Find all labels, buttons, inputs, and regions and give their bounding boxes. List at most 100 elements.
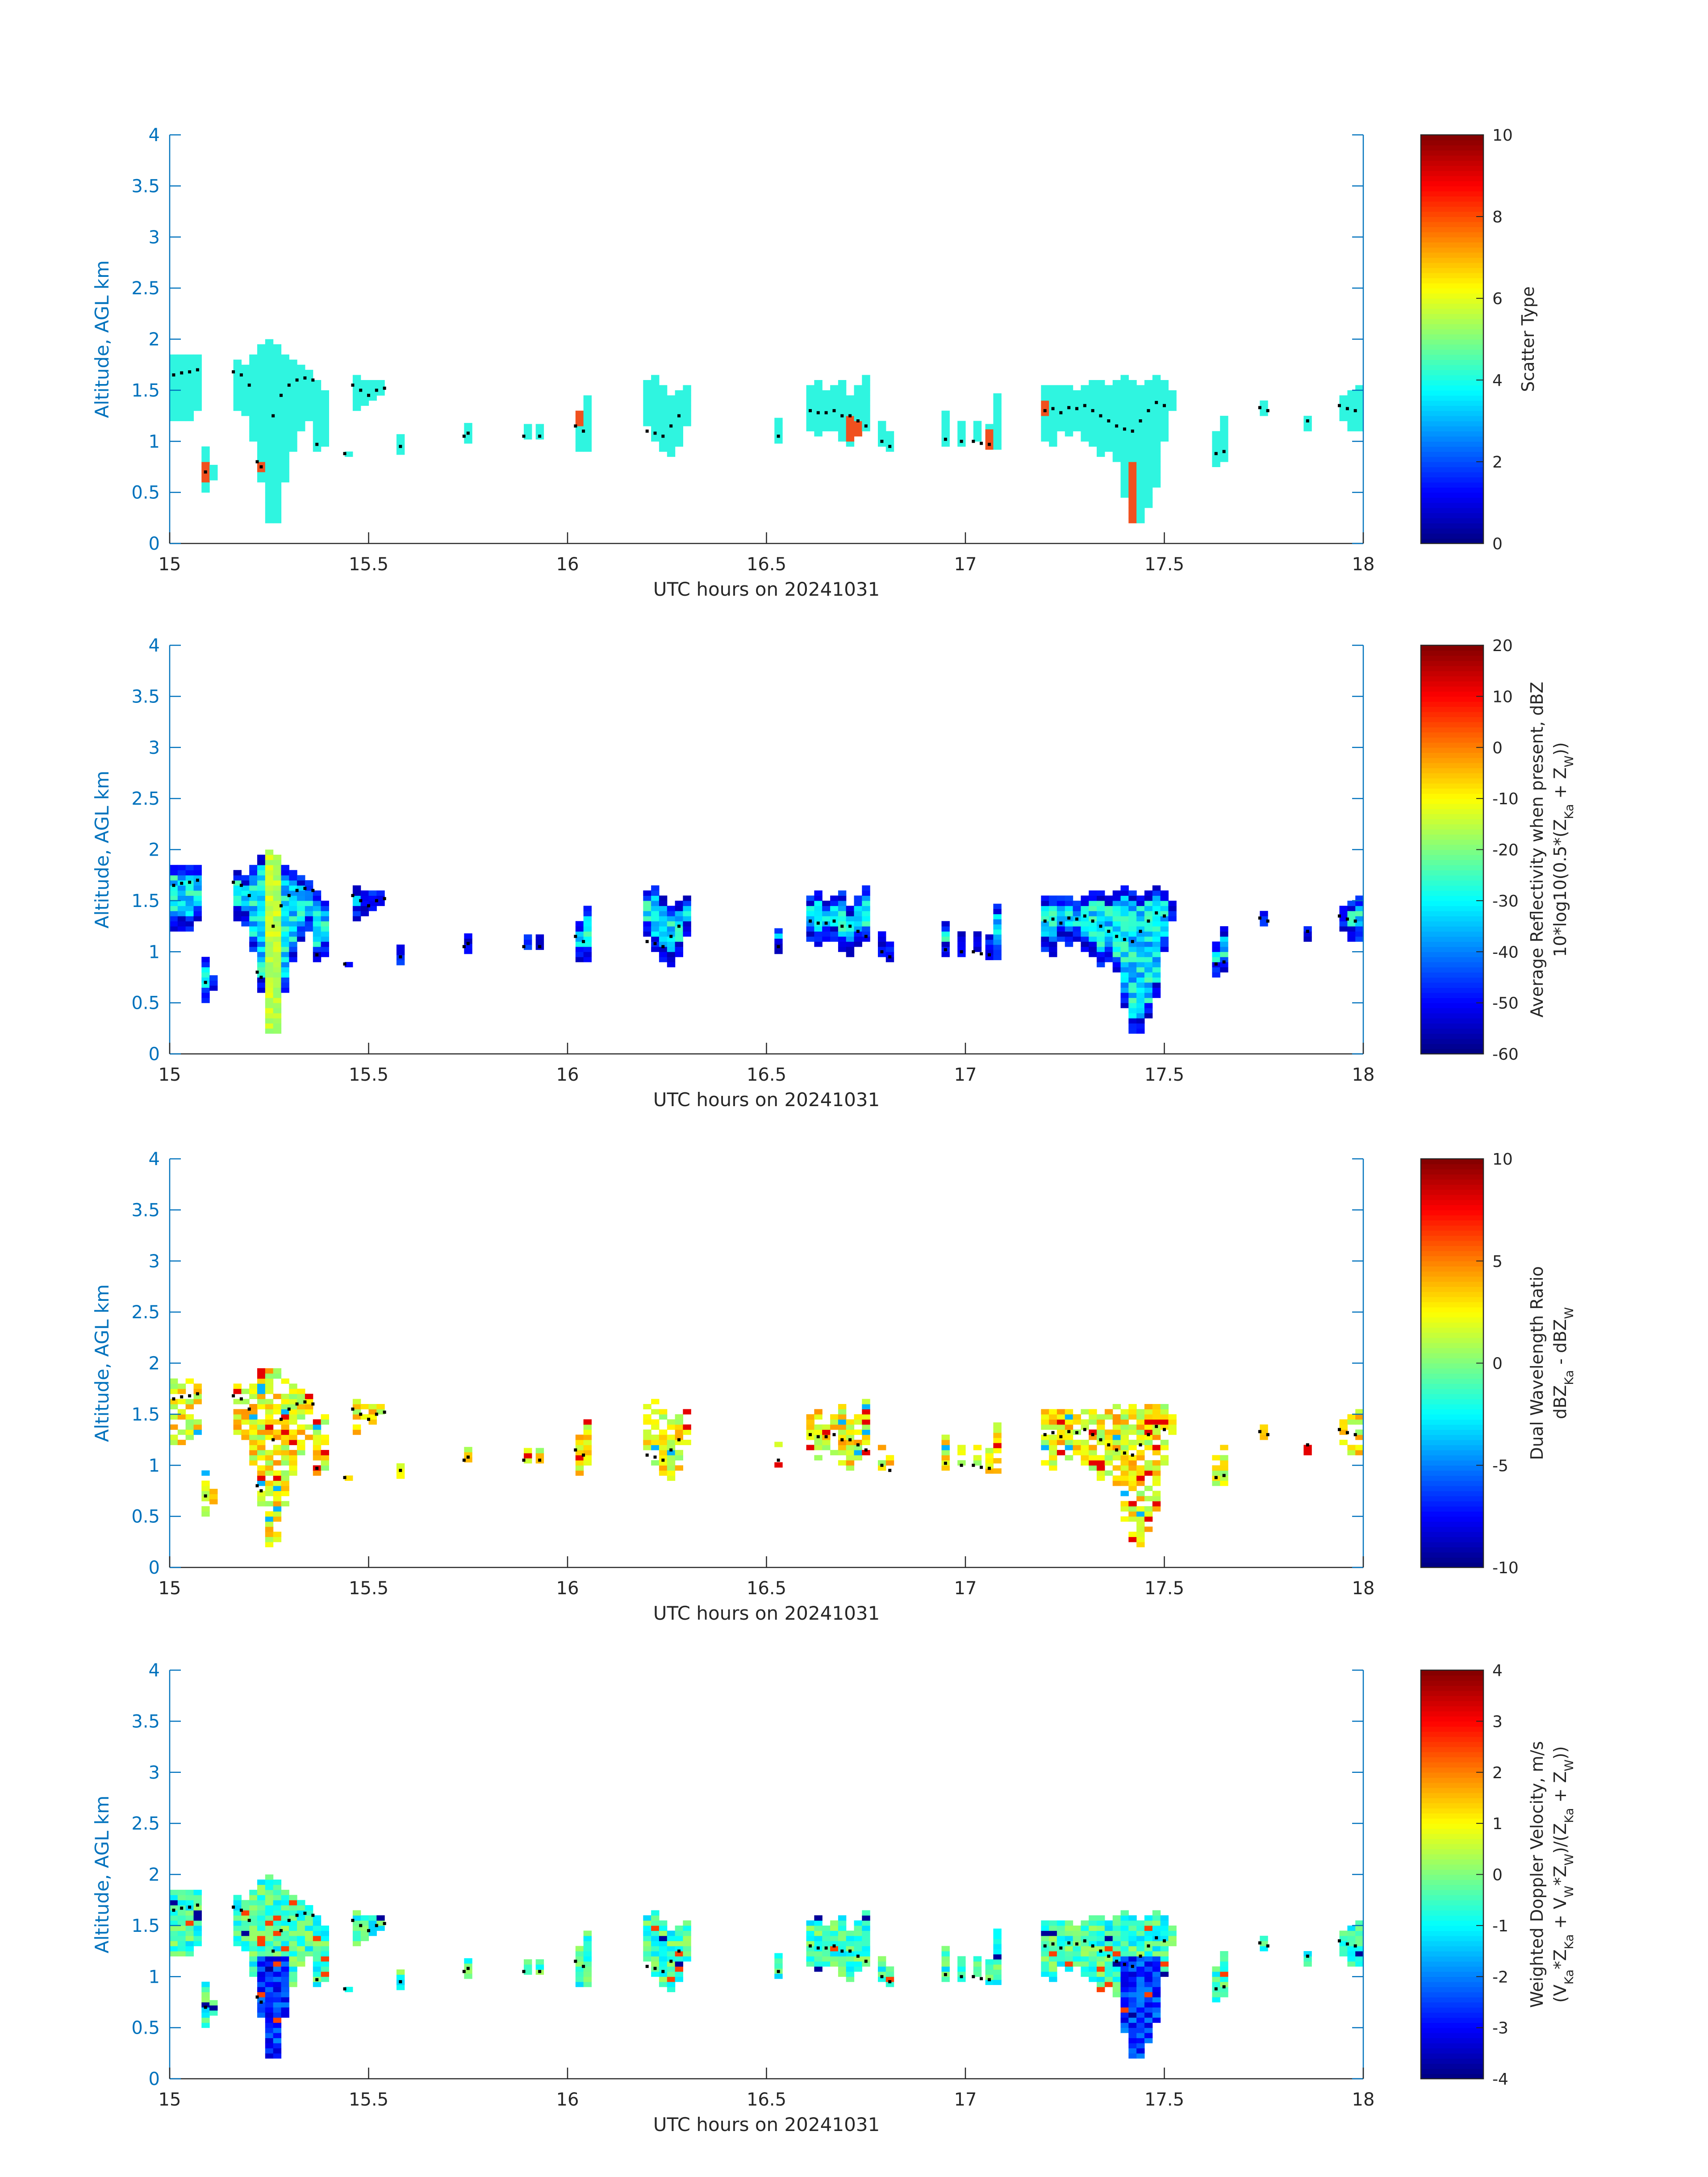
heatmap-cell bbox=[1097, 941, 1105, 947]
heatmap-cell bbox=[1347, 400, 1356, 406]
marker bbox=[972, 950, 975, 953]
heatmap-cell bbox=[185, 410, 194, 416]
heatmap-cell bbox=[1112, 416, 1121, 422]
heatmap-cell bbox=[1160, 405, 1169, 411]
heatmap-cell bbox=[265, 1003, 274, 1008]
heatmap-cell bbox=[885, 436, 894, 442]
colorbar-frame bbox=[1420, 134, 1484, 544]
heatmap-cell bbox=[1065, 426, 1073, 431]
colorbar-band bbox=[1421, 1782, 1483, 1788]
heatmap-cell bbox=[1136, 405, 1145, 411]
heatmap-cell bbox=[193, 1915, 202, 1921]
marker bbox=[1306, 1443, 1309, 1446]
heatmap-cell bbox=[249, 400, 258, 406]
heatmap-cell bbox=[201, 2007, 210, 2013]
heatmap-cell bbox=[651, 375, 660, 380]
heatmap-cell bbox=[1112, 456, 1121, 462]
heatmap-cell bbox=[1152, 1496, 1161, 1501]
y-tick-label: 1.5 bbox=[131, 1916, 160, 1936]
heatmap-cell bbox=[345, 962, 353, 968]
marker bbox=[1099, 924, 1102, 928]
heatmap-cell bbox=[1089, 416, 1097, 422]
heatmap-cell bbox=[249, 1440, 258, 1446]
heatmap-cell bbox=[1144, 1935, 1153, 1941]
heatmap-cell bbox=[1152, 477, 1161, 483]
colorbar-band bbox=[1421, 1337, 1483, 1343]
heatmap-cell bbox=[1144, 992, 1153, 998]
heatmap-cell bbox=[1128, 502, 1137, 508]
heatmap-cell bbox=[1128, 456, 1137, 462]
colorbar-band bbox=[1421, 201, 1483, 207]
marker bbox=[1083, 404, 1086, 407]
marker bbox=[1075, 917, 1078, 921]
marker bbox=[1222, 1985, 1226, 1989]
heatmap-cell bbox=[1152, 1491, 1161, 1496]
marker bbox=[399, 955, 402, 959]
colorbar-band bbox=[1421, 293, 1483, 299]
heatmap-cell bbox=[524, 1969, 532, 1975]
heatmap-cell bbox=[1120, 431, 1129, 437]
heatmap-cell bbox=[201, 451, 210, 457]
colorbar-band bbox=[1421, 221, 1483, 227]
heatmap-cell bbox=[659, 395, 668, 401]
colorbar-band bbox=[1421, 1342, 1483, 1348]
heatmap-cell bbox=[273, 916, 282, 922]
heatmap-cell bbox=[273, 472, 282, 477]
heatmap-cell bbox=[1120, 467, 1129, 472]
heatmap-cell bbox=[265, 1023, 274, 1029]
heatmap-cell bbox=[265, 421, 274, 426]
heatmap-cell bbox=[846, 1445, 855, 1450]
heatmap-cell bbox=[1144, 467, 1153, 472]
heatmap-cell bbox=[281, 1895, 289, 1901]
heatmap-cell bbox=[683, 1440, 691, 1446]
marker bbox=[960, 1463, 963, 1467]
colorbar-band bbox=[1421, 226, 1483, 233]
heatmap-cell bbox=[822, 421, 831, 426]
heatmap-cell bbox=[305, 385, 313, 391]
heatmap-cell bbox=[993, 914, 1002, 919]
colorbar-band bbox=[1421, 747, 1483, 753]
heatmap-cell bbox=[814, 421, 823, 426]
heatmap-cell bbox=[464, 938, 472, 944]
heatmap-cell bbox=[1136, 1951, 1145, 1957]
heatmap-cell bbox=[321, 952, 329, 957]
marker bbox=[653, 942, 657, 945]
heatmap-cell bbox=[651, 890, 660, 896]
marker bbox=[972, 439, 975, 443]
heatmap-cell bbox=[1160, 431, 1169, 437]
heatmap-cell bbox=[575, 1450, 584, 1455]
heatmap-cell bbox=[177, 1440, 186, 1446]
colorbar-band bbox=[1421, 1951, 1483, 1957]
heatmap-cell bbox=[1089, 1409, 1097, 1415]
x-tick-label: 16 bbox=[556, 1065, 579, 1085]
heatmap-cell bbox=[535, 1964, 544, 1970]
marker bbox=[196, 1903, 199, 1907]
colorbar-band bbox=[1421, 1241, 1483, 1246]
heatmap-cell bbox=[1168, 1429, 1177, 1435]
heatmap-cell bbox=[1120, 1460, 1129, 1466]
heatmap-cell bbox=[185, 1895, 194, 1901]
heatmap-cell bbox=[1089, 1956, 1097, 1962]
heatmap-cell bbox=[273, 2048, 282, 2054]
heatmap-cell bbox=[814, 426, 823, 431]
heatmap-cells bbox=[170, 1874, 1364, 2059]
marker bbox=[1091, 919, 1094, 923]
colorbar-band bbox=[1421, 732, 1483, 738]
heatmap-cell bbox=[1128, 1992, 1137, 1997]
heatmap-cell bbox=[289, 921, 297, 927]
heatmap-cell bbox=[1065, 926, 1073, 932]
heatmap-cell bbox=[193, 865, 202, 870]
heatmap-cell bbox=[814, 926, 823, 932]
heatmap-cell bbox=[1355, 1450, 1364, 1455]
heatmap-cell bbox=[814, 906, 823, 911]
heatmap-cell bbox=[265, 467, 274, 472]
heatmap-cell bbox=[265, 395, 274, 401]
heatmap-cell bbox=[1089, 890, 1097, 896]
heatmap-cell bbox=[838, 1941, 847, 1947]
marker bbox=[669, 935, 673, 938]
heatmap-cell bbox=[878, 941, 886, 947]
heatmap-cell bbox=[313, 1925, 322, 1931]
heatmap-cell bbox=[822, 1424, 831, 1430]
heatmap-cell bbox=[1144, 2027, 1153, 2033]
heatmap-cell bbox=[1168, 1414, 1177, 1420]
